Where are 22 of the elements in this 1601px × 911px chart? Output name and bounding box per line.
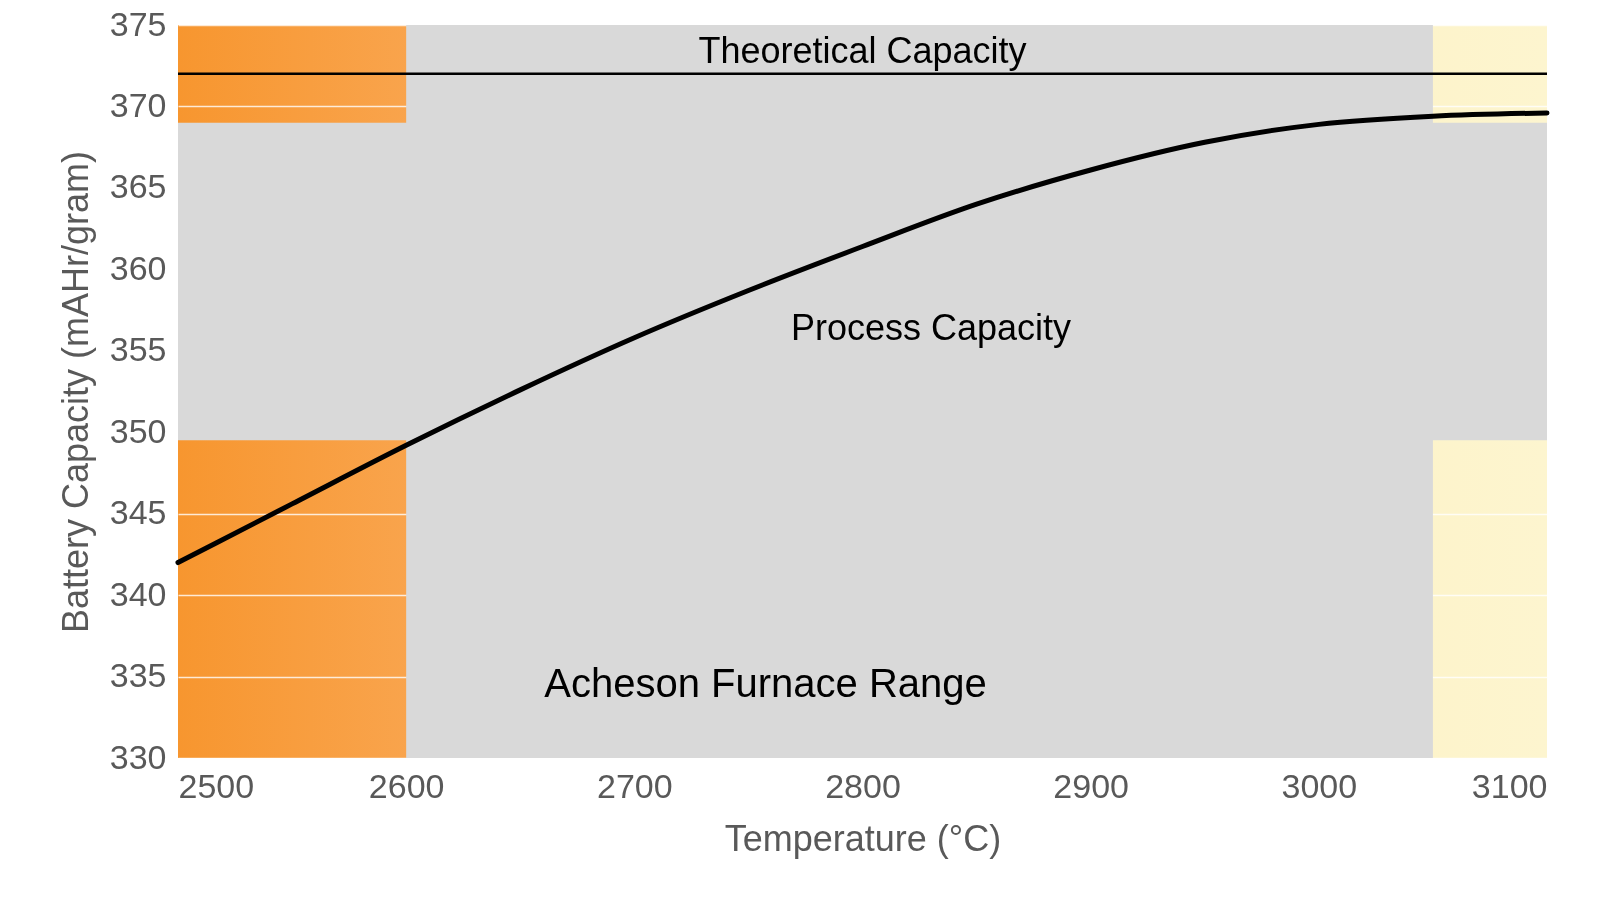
x-tick-label: 3000 bbox=[1281, 766, 1358, 805]
y-tick-label: 375 bbox=[109, 4, 167, 43]
y-tick-label: 370 bbox=[109, 85, 167, 124]
y-tick-label: 340 bbox=[109, 574, 167, 613]
y-axis-title: Battery Capacity (mAHr/gram) bbox=[54, 150, 96, 634]
y-tick-label: 330 bbox=[109, 737, 167, 776]
x-tick-label: 2700 bbox=[597, 766, 673, 805]
y-tick-label: 365 bbox=[109, 167, 167, 206]
y-tick-label: 360 bbox=[109, 248, 167, 287]
band-label: Process Capacity bbox=[790, 307, 1071, 349]
y-tick-label: 350 bbox=[109, 411, 167, 450]
x-tick-label: 2500 bbox=[178, 766, 255, 805]
x-axis-title: Temperature (°C) bbox=[724, 817, 1002, 859]
ref-line-label: Theoretical Capacity bbox=[698, 29, 1027, 71]
y-tick-label: 335 bbox=[109, 656, 167, 695]
x-tick-label: 2600 bbox=[368, 766, 445, 805]
x-tick-label: 3100 bbox=[1471, 766, 1548, 805]
x-tick-label: 2900 bbox=[1053, 766, 1129, 805]
x-tick-label: 2800 bbox=[825, 766, 901, 805]
y-tick-label: 355 bbox=[109, 330, 167, 369]
y-tick-label: 345 bbox=[109, 493, 167, 532]
band-label: Acheson Furnace Range bbox=[544, 660, 987, 705]
